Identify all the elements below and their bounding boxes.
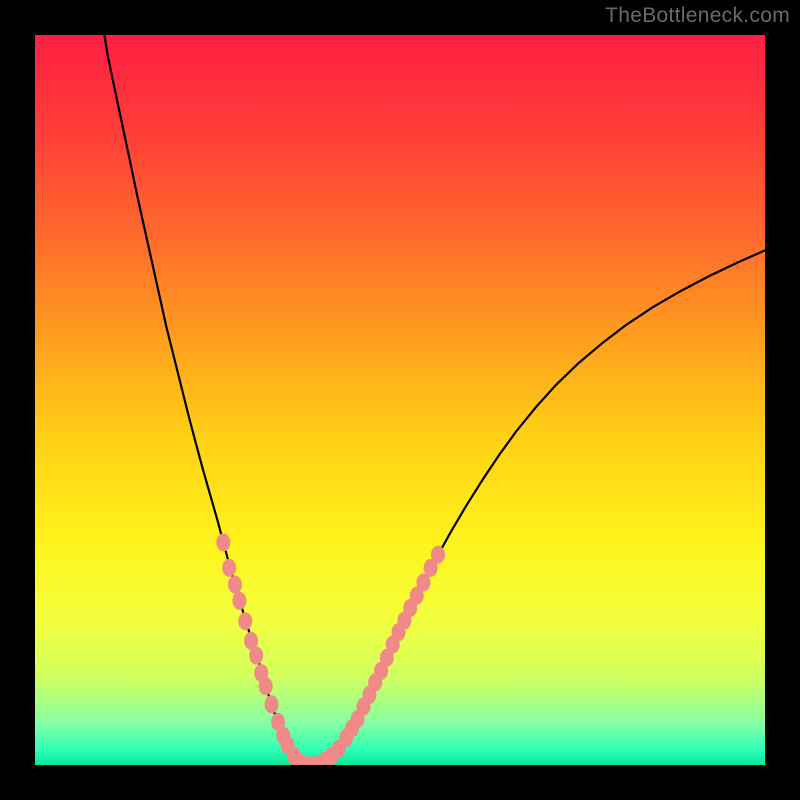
marker-point [238,612,252,630]
marker-point [216,533,230,551]
marker-point [259,677,273,695]
marker-point [232,592,246,610]
marker-point [222,559,236,577]
marker-point [249,647,263,665]
watermark-text: TheBottleneck.com [605,4,790,28]
marker-point [265,695,279,713]
marker-point [228,576,242,594]
plot-area [35,35,765,765]
markers-layer [35,35,765,765]
marker-point [431,546,445,564]
